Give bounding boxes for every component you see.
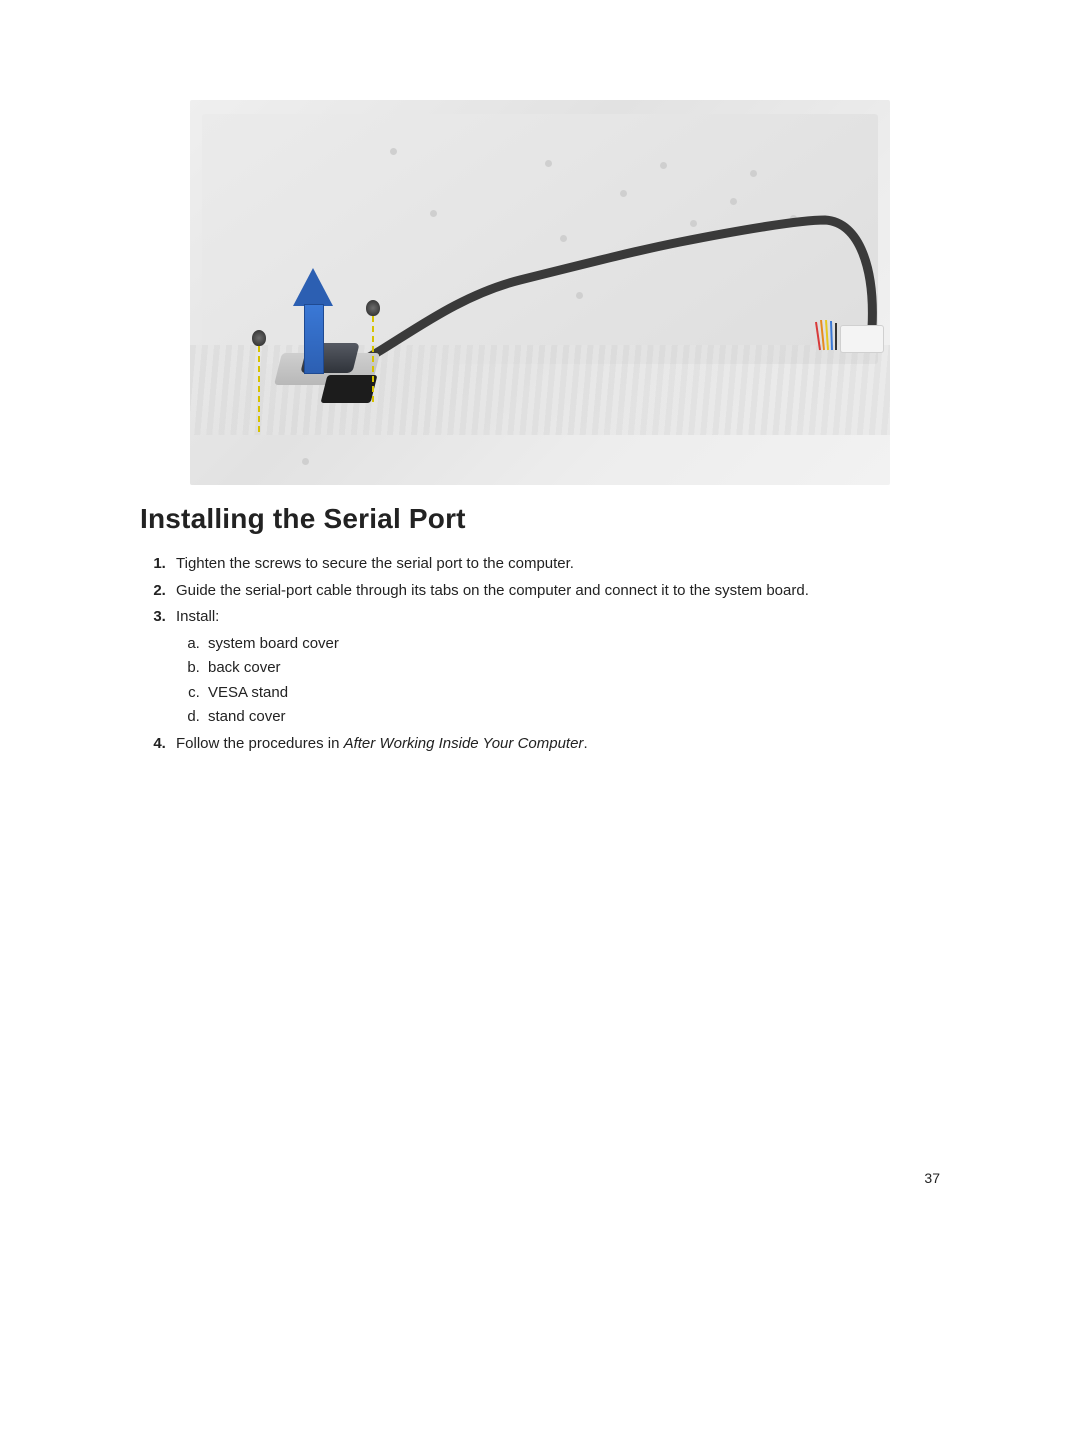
step-text: Install: — [176, 608, 219, 625]
hole-dot — [750, 170, 757, 177]
page-number: 37 — [924, 1170, 940, 1186]
board-connector — [840, 325, 884, 353]
port-base — [321, 375, 378, 403]
substep-c: VESA stand — [204, 682, 940, 705]
connector-wires — [812, 320, 842, 356]
document-page: Installing the Serial Port Tighten the s… — [0, 0, 1080, 1434]
hole-dot — [660, 162, 667, 169]
hole-dot — [302, 458, 309, 465]
screw-icon — [366, 300, 380, 316]
screw-icon — [252, 330, 266, 346]
hole-dot — [560, 235, 567, 242]
substep-list: system board cover back cover VESA stand… — [176, 633, 940, 729]
step-text-italic: After Working Inside Your Computer — [344, 735, 584, 752]
hole-dot — [730, 198, 737, 205]
step-1: Tighten the screws to secure the serial … — [170, 553, 940, 576]
substep-a: system board cover — [204, 633, 940, 656]
hole-dot — [430, 210, 437, 217]
hole-dot — [620, 190, 627, 197]
screw-guide-line — [258, 346, 260, 432]
hole-dot — [545, 160, 552, 167]
step-text: Guide the serial-port cable through its … — [176, 582, 809, 599]
step-4: Follow the procedures in After Working I… — [170, 733, 940, 756]
step-2: Guide the serial-port cable through its … — [170, 580, 940, 603]
step-3: Install: system board cover back cover V… — [170, 606, 940, 729]
direction-arrow-icon — [293, 268, 333, 372]
hole-dot — [690, 220, 697, 227]
section-heading: Installing the Serial Port — [140, 503, 940, 535]
step-text-prefix: Follow the procedures in — [176, 735, 344, 752]
hole-dot — [390, 148, 397, 155]
hole-dot — [576, 292, 583, 299]
instruction-list: Tighten the screws to secure the serial … — [140, 553, 940, 755]
step-text-suffix: . — [583, 735, 587, 752]
screw-guide-line — [372, 316, 374, 402]
step-text: Tighten the screws to secure the serial … — [176, 555, 574, 572]
substep-d: stand cover — [204, 706, 940, 729]
instruction-figure — [190, 100, 890, 485]
hole-dot — [790, 215, 797, 222]
substep-b: back cover — [204, 657, 940, 680]
